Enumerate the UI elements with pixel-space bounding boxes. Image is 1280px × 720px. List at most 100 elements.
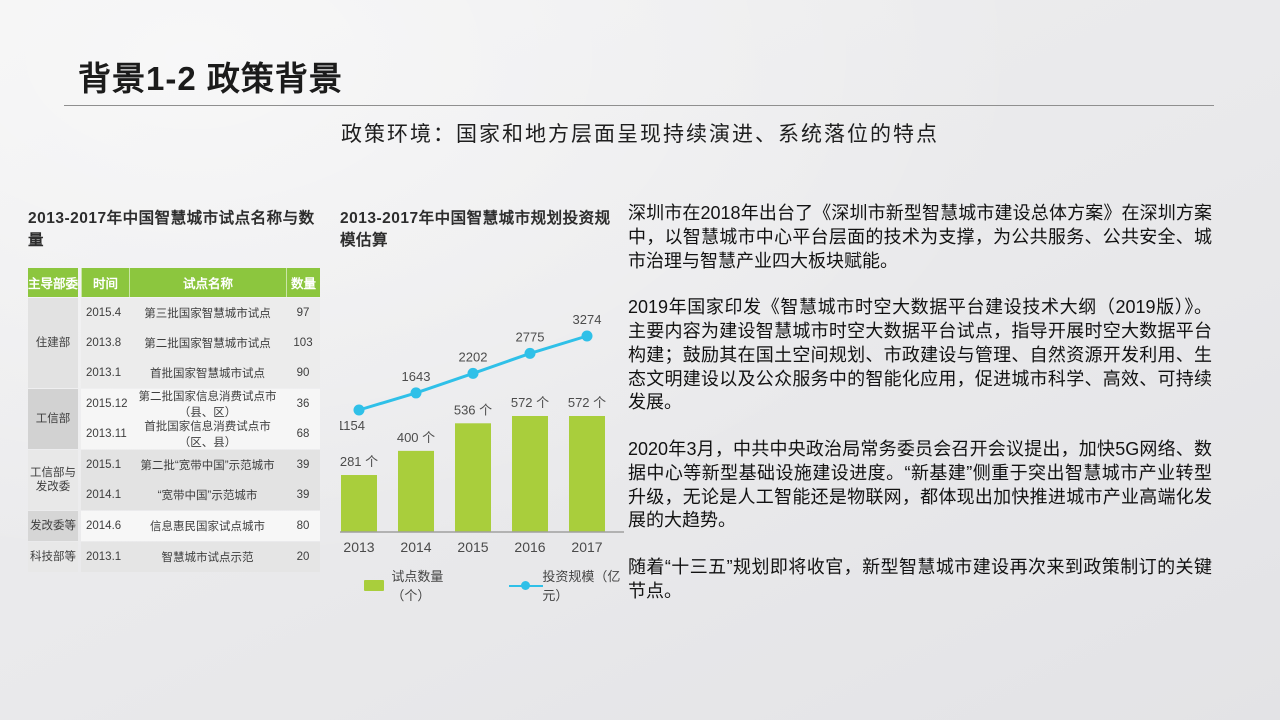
line-value-label: 2202 <box>459 349 488 364</box>
line-value-label: 1154 <box>340 418 365 433</box>
table-title: 2013-2017年中国智慧城市试点名称与数量 <box>28 210 315 249</box>
pilot-name-cell: 第二批“宽带中国”示范城市 <box>140 460 275 472</box>
table-group: 工信部 2015.12 第二批国家信息消费试点市（县、区） 36 2013.11 首批国家… <box>28 389 320 449</box>
policy-paragraph: 2020年3月，中共中央政治局常务委员会召开会议提出，加快5G网络、数据中心等新… <box>628 439 1212 531</box>
pilot-count-bar <box>398 450 434 532</box>
investment-chart-panel: 2013-2017年中国智慧城市规划投资规模估算 281 个 400 个 536 个… <box>340 206 624 604</box>
time-cell: 2014.6 <box>86 520 122 532</box>
pilot-count-bar <box>341 475 377 532</box>
year-label: 2017 <box>571 539 602 555</box>
table-header-time: 时间 <box>81 268 129 297</box>
count-cell: 39 <box>296 459 310 471</box>
count-cell: 90 <box>296 367 310 379</box>
combo-chart: 281 个 400 个 536 个 572 个 572 个 2013 2014 2015 201… <box>340 312 624 555</box>
pilot-name-cell: 第三批国家智慧城市试点 <box>144 308 271 320</box>
pilot-table-panel: 2013-2017年中国智慧城市试点名称与数量 主导部委 时间 试点名称 数量 … <box>28 206 320 572</box>
table-header-name: 试点名称 <box>129 268 286 297</box>
time-cell: 2015.4 <box>86 307 122 319</box>
count-cell: 80 <box>296 520 310 532</box>
table-group: 住建部 2015.4 第三批国家智慧城市试点 97 2013.8 第二批国家智慧城市试点 1… <box>28 298 320 388</box>
count-cell: 97 <box>296 307 310 319</box>
policy-text: 深圳市在2018年出台了《深圳市新型智慧城市建设总体方案》在深圳方案中，以智慧城… <box>628 202 1212 627</box>
table-row: 2015.4 第三批国家智慧城市试点 97 <box>81 298 320 328</box>
year-label: 2013 <box>343 539 374 555</box>
dot-glyph-icon <box>520 580 530 590</box>
year-label: 2014 <box>400 539 431 555</box>
table-row: 2013.1 智慧城市试点示范 20 <box>81 542 320 572</box>
policy-paragraph: 2019年国家印发《智慧城市时空大数据平台建设技术大纲（2019版）》。主要内容… <box>628 297 1212 413</box>
bar-value-label: 572 个 <box>568 395 606 410</box>
legend-item-bars: 试点数量（个） <box>364 566 463 604</box>
time-cell: 2015.1 <box>86 459 122 471</box>
investment-point <box>410 387 422 399</box>
time-cell: 2013.11 <box>86 428 127 440</box>
bar-value-label: 400 个 <box>397 430 435 445</box>
table-row: 2014.6 信息惠民国家试点城市 80 <box>81 511 320 541</box>
bar-value-label: 281 个 <box>340 454 378 469</box>
bar-series-label: 试点数量（个） <box>391 569 444 603</box>
table-group: 科技部等 2013.1 智慧城市试点示范 20 <box>28 542 320 572</box>
time-cell: 2013.8 <box>86 337 122 349</box>
pilot-name-cell: “宽带中国”示范城市 <box>157 490 258 502</box>
investment-point <box>467 367 479 379</box>
pilot-name-cell: 智慧城市试点示范 <box>161 552 254 564</box>
line-value-label: 1643 <box>402 369 431 384</box>
title-divider <box>64 105 1214 106</box>
chart-title: 2013-2017年中国智慧城市规划投资规模估算 <box>340 210 611 249</box>
count-cell: 39 <box>296 489 310 501</box>
ministry-cell: 住建部 <box>28 298 78 388</box>
count-cell: 20 <box>296 551 310 563</box>
table-row: 2014.1 “宽带中国”示范城市 39 <box>81 480 320 510</box>
ministry-cell: 工信部与发改委 <box>28 450 78 510</box>
table-row: 2013.8 第二批国家智慧城市试点 103 <box>81 328 320 358</box>
pilot-count-bar <box>569 416 605 532</box>
pilot-count-bar <box>512 416 548 532</box>
pilot-count-bar <box>455 423 491 532</box>
investment-point <box>581 330 593 342</box>
table-header-ministry: 主导部委 <box>28 268 78 297</box>
pilot-name-cell: 信息惠民国家试点城市 <box>150 521 265 533</box>
bar-value-label: 572 个 <box>511 395 549 410</box>
slide-subtitle: 政策环境：国家和地方层面呈现持续演进、系统落位的特点 <box>341 123 939 146</box>
table-group: 发改委等 2014.6 信息惠民国家试点城市 80 <box>28 511 320 541</box>
time-cell: 2015.12 <box>86 398 128 410</box>
table-row: 2015.12 第二批国家信息消费试点市（县、区） 36 <box>81 389 320 419</box>
count-cell: 68 <box>296 428 310 440</box>
line-value-label: 2775 <box>516 329 545 344</box>
policy-paragraph: 随着“十三五”规划即将收官，新型智慧城市建设再次来到政策制订的关键节点。 <box>628 557 1212 601</box>
table-row: 2013.1 首批国家智慧城市试点 90 <box>81 358 320 388</box>
bar-series-swatch <box>364 579 385 591</box>
pilot-name-cell: 首批国家信息消费试点市（区、县） <box>144 421 271 449</box>
page-title: 背景1-2 政策背景 <box>78 60 343 97</box>
pilot-name-cell: 首批国家智慧城市试点 <box>150 368 265 380</box>
time-cell: 2013.1 <box>86 551 122 563</box>
count-cell: 36 <box>296 398 310 410</box>
investment-point <box>353 404 365 416</box>
table-row: 2015.1 第二批“宽带中国”示范城市 39 <box>81 450 320 480</box>
table-header-row: 主导部委 时间 试点名称 数量 <box>28 268 320 297</box>
line-series-swatch <box>508 580 543 591</box>
legend-item-line: 投资规模（亿元） <box>508 566 624 604</box>
ministry-cell: 工信部 <box>28 389 78 449</box>
time-cell: 2013.1 <box>86 367 122 379</box>
bar-value-label: 536 个 <box>454 402 492 417</box>
table-group: 工信部与发改委 2015.1 第二批“宽带中国”示范城市 39 2014.1 “宽带中国”… <box>28 450 320 510</box>
pilot-table: 主导部委 时间 试点名称 数量 住建部 2015.4 第三批国家智慧城市试点 97 20… <box>28 268 320 572</box>
investment-point <box>524 347 536 359</box>
line-series-label: 投资规模（亿元） <box>542 569 621 603</box>
table-row: 2013.11 首批国家信息消费试点市（区、县） 68 <box>81 419 320 449</box>
pilot-name-cell: 第二批国家智慧城市试点 <box>144 338 271 350</box>
pilot-name-cell: 第二批国家信息消费试点市（县、区） <box>138 391 277 419</box>
ministry-cell: 发改委等 <box>28 511 78 541</box>
chart-legend: 试点数量（个） 投资规模（亿元） <box>364 566 624 604</box>
year-label: 2016 <box>514 539 545 555</box>
policy-paragraph: 深圳市在2018年出台了《深圳市新型智慧城市建设总体方案》在深圳方案中，以智慧城… <box>628 203 1212 271</box>
ministry-cell: 科技部等 <box>28 542 78 572</box>
line-value-label: 3274 <box>573 312 602 327</box>
table-body: 住建部 2015.4 第三批国家智慧城市试点 97 2013.8 第二批国家智慧城市试点 1… <box>28 298 320 572</box>
table-header-count: 数量 <box>286 268 320 297</box>
count-cell: 103 <box>293 337 313 349</box>
year-label: 2015 <box>457 539 488 555</box>
time-cell: 2014.1 <box>86 489 122 501</box>
